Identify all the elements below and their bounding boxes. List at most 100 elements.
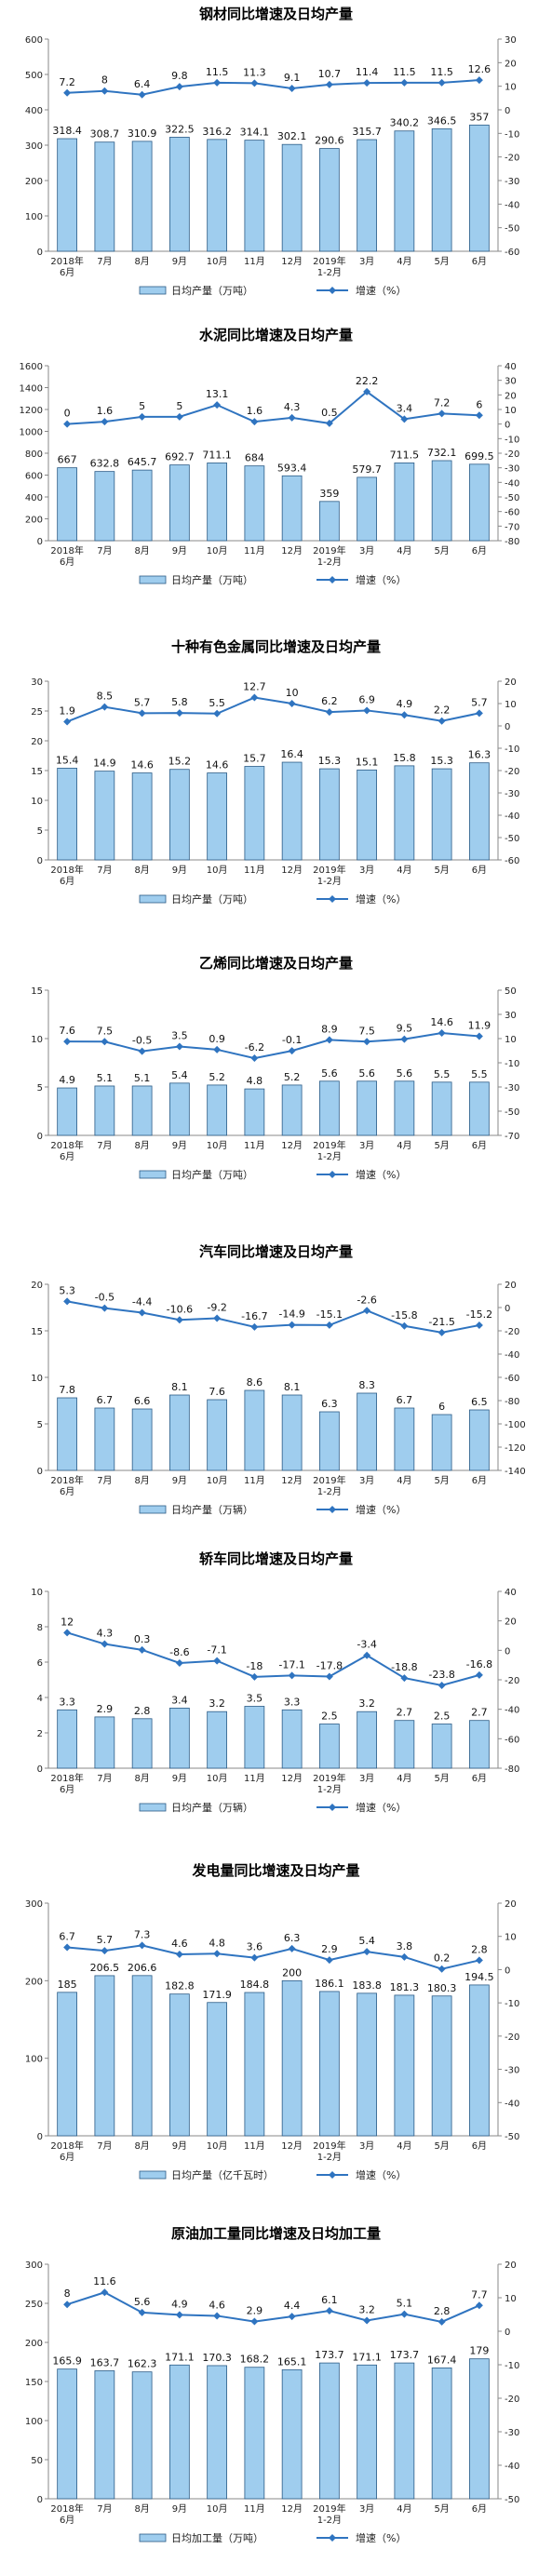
line-data-label: -14.9 xyxy=(278,1308,304,1321)
bar-data-label: 315.7 xyxy=(352,126,382,138)
y2-tick-label: -40 xyxy=(505,812,519,822)
growth-line xyxy=(66,1631,480,1687)
line-data-label: 1.9 xyxy=(59,704,75,717)
line-data-label: 12.6 xyxy=(468,63,491,75)
line-point xyxy=(438,717,446,725)
line-point xyxy=(63,1297,72,1306)
y2-tick-label: 30 xyxy=(505,1011,517,1021)
line-data-label: 5.4 xyxy=(358,1935,375,1947)
chart-panel: 轿车同比增速及日均产量 0 2 4 6 8 10 -80 -60 -40 -20 0 20 40 3.3 2.… xyxy=(0,1545,552,1852)
line-point xyxy=(438,1965,446,1973)
bar xyxy=(394,462,415,542)
bar-data-label: 692.7 xyxy=(165,451,195,463)
y2-tick-label: 0 xyxy=(505,106,510,116)
x-tick-label: 3月 xyxy=(359,1140,374,1151)
line-data-label: 4.6 xyxy=(209,2299,225,2311)
bar xyxy=(469,124,490,252)
x-tick-label: 5月 xyxy=(434,1773,449,1784)
bar xyxy=(281,475,303,542)
line-data-label: 5.7 xyxy=(97,1934,114,1946)
bar xyxy=(207,2002,227,2137)
line-data-label: 7.6 xyxy=(59,1025,75,1037)
legend-bar-label: 日均产量（万辆） xyxy=(171,1503,253,1516)
bar-data-label: 14.6 xyxy=(130,759,154,771)
bar xyxy=(357,139,377,252)
line-point xyxy=(363,387,371,396)
x-tick-label: 3月 xyxy=(359,545,374,557)
line-point xyxy=(138,2308,146,2316)
bar xyxy=(357,1392,377,1471)
bar xyxy=(431,460,452,542)
y-tick-label: 4 xyxy=(37,1694,43,1704)
bar-data-label: 2.7 xyxy=(397,1707,413,1719)
line-point xyxy=(101,418,109,426)
y2-tick-label: -40 xyxy=(505,1706,519,1716)
bar-data-label: 173.7 xyxy=(390,2349,420,2361)
line-data-label: 6.2 xyxy=(321,695,338,707)
y2-tick-label: -30 xyxy=(505,2066,519,2076)
y2-tick-label: -20 xyxy=(505,767,519,777)
line-point xyxy=(363,1038,371,1046)
line-point xyxy=(138,412,146,421)
bar xyxy=(281,1709,303,1769)
line-point xyxy=(475,76,483,85)
chart-title: 水泥同比增速及日均产量 xyxy=(198,327,353,343)
bar-data-label: 162.3 xyxy=(128,2358,157,2370)
legend-line-marker xyxy=(329,1506,336,1513)
line-data-label: -8.6 xyxy=(169,1646,189,1658)
y-tick-label: 15 xyxy=(31,1327,43,1337)
bar xyxy=(169,769,190,861)
line-point xyxy=(213,401,222,409)
x-tick-label: 6月 xyxy=(472,865,487,876)
y2-tick-label: 20 xyxy=(505,1281,517,1291)
bar xyxy=(169,137,190,252)
line-point xyxy=(175,1042,183,1051)
x-tick-label: 9月 xyxy=(172,256,187,267)
line-point xyxy=(325,1956,333,1965)
y2-tick-label: -140 xyxy=(505,1467,526,1477)
bar xyxy=(94,1085,115,1136)
y-tick-label: 300 xyxy=(25,141,43,152)
bar xyxy=(394,130,415,252)
x-tick-label: 6月 xyxy=(472,1773,487,1784)
y2-tick-label: -20 xyxy=(505,1676,519,1686)
bar xyxy=(431,1081,452,1136)
y-tick-label: 250 xyxy=(25,2300,43,2310)
bar xyxy=(469,1081,490,1136)
growth-line xyxy=(67,79,479,96)
y2-tick-label: -40 xyxy=(505,478,519,489)
bar-data-label: 194.5 xyxy=(464,1971,494,1983)
bar-data-label: 2.8 xyxy=(134,1705,151,1717)
chart-title: 十种有色金属同比增速及日均产量 xyxy=(170,638,381,655)
x-tick-label: 6月 xyxy=(472,2140,487,2152)
bar-data-label: 5.5 xyxy=(434,1068,451,1080)
y2-tick-label: -20 xyxy=(505,154,519,164)
x-tick-label: 7月 xyxy=(97,256,112,267)
x-tick-label: 2018年 6月 xyxy=(50,864,83,887)
line-data-label: 4.3 xyxy=(284,401,301,413)
bar xyxy=(319,501,340,542)
bar xyxy=(131,772,153,861)
y2-tick-label: 40 xyxy=(505,362,517,372)
bar-data-label: 5.5 xyxy=(471,1068,488,1080)
bar xyxy=(281,2368,303,2500)
chart-svg: 0 100 200 300 400 500 600 -60 -50 -40 -30 -20 -10 0 10… xyxy=(25,35,519,297)
legend-line-marker xyxy=(329,287,336,294)
line-data-label: 14.6 xyxy=(430,1016,453,1028)
x-tick-label: 11月 xyxy=(244,1475,265,1486)
y2-tick-label: 0 xyxy=(505,421,510,431)
bar-data-label: 5.1 xyxy=(134,1072,151,1084)
line-point xyxy=(101,1640,109,1648)
y-tick-label: 0 xyxy=(37,2132,43,2142)
bar-data-label: 6.7 xyxy=(97,1394,114,1406)
line-data-label: -4.4 xyxy=(132,1296,152,1308)
chart-svg: 0 5 10 15 20 25 30 -60 -50 -40 -30 -20 -10 0 10 20 15.4 1… xyxy=(31,678,519,906)
x-tick-label: 7月 xyxy=(97,1140,112,1151)
bar xyxy=(131,1975,153,2137)
line-data-label: 1.6 xyxy=(97,405,114,417)
bar xyxy=(244,1992,265,2137)
line-data-label: 0.9 xyxy=(209,1033,225,1045)
bar-data-label: 5.6 xyxy=(397,1067,413,1080)
bar xyxy=(244,1706,265,1769)
line-data-label: 2.8 xyxy=(434,2305,451,2317)
